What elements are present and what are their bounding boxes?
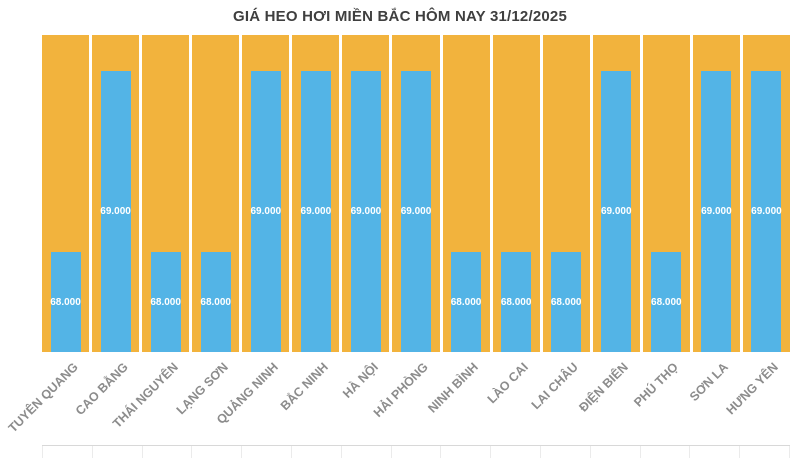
category-column: 68.000 bbox=[42, 35, 90, 352]
category-column: 68.000 bbox=[492, 35, 540, 352]
bottom-table-cell bbox=[441, 446, 492, 458]
x-axis-label: BẮC NINH bbox=[277, 360, 331, 414]
bar-value-label: 69.000 bbox=[600, 206, 632, 218]
bottom-table-cell bbox=[392, 446, 442, 458]
x-axis-label: QUẢNG NINH bbox=[213, 360, 281, 427]
category-column: 68.000 bbox=[542, 35, 590, 352]
bar: 69.000 bbox=[751, 71, 782, 352]
bottom-table-cell bbox=[143, 446, 193, 458]
bottom-table-cell bbox=[591, 446, 641, 458]
bottom-table-cell bbox=[641, 446, 691, 458]
x-axis-label: HÀ NỘI bbox=[339, 360, 381, 401]
category-column: 69.000 bbox=[292, 35, 340, 352]
bar-value-label: 68.000 bbox=[651, 296, 682, 308]
bottom-table-edge bbox=[42, 445, 790, 458]
category-column: 69.000 bbox=[692, 35, 740, 352]
x-axis-label: CAO BẰNG bbox=[72, 360, 131, 419]
bar: 68.000 bbox=[501, 252, 531, 352]
category-column: 69.000 bbox=[742, 35, 790, 352]
bar-value-label: 69.000 bbox=[400, 206, 432, 218]
bar-chart-plot: 68.000 69.000 68.000 68.000 69.000 69.000 69.0… bbox=[42, 35, 790, 352]
bar-value-label: 68.000 bbox=[150, 296, 181, 308]
x-axis-label: LÀO CAI bbox=[484, 360, 532, 407]
bar: 68.000 bbox=[200, 252, 231, 352]
bottom-table-cell bbox=[541, 446, 591, 458]
bar-value-label: 68.000 bbox=[200, 296, 231, 308]
bar-value-label: 69.000 bbox=[751, 206, 782, 218]
bottom-table-cell bbox=[242, 446, 292, 458]
bar: 69.000 bbox=[351, 71, 381, 352]
bar-value-label: 68.000 bbox=[50, 296, 81, 308]
bottom-table-cell bbox=[690, 446, 741, 458]
bar: 69.000 bbox=[100, 71, 131, 352]
x-axis-label: ĐIỆN BIÊN bbox=[576, 360, 632, 415]
category-column: 69.000 bbox=[242, 35, 290, 352]
bottom-table-cell bbox=[192, 446, 243, 458]
category-column: 68.000 bbox=[442, 35, 490, 352]
bar: 69.000 bbox=[600, 71, 632, 352]
bar: 68.000 bbox=[50, 252, 81, 352]
x-axis-label: PHÚ THỌ bbox=[631, 360, 682, 410]
bar: 69.000 bbox=[401, 71, 431, 352]
chart-title: GIÁ HEO HƠI MIỀN BẮC HÔM NAY 31/12/2025 bbox=[232, 8, 568, 25]
bottom-table-cell bbox=[491, 446, 541, 458]
bar-value-label: 69.000 bbox=[250, 206, 282, 218]
bar-value-label: 69.000 bbox=[701, 206, 732, 218]
bar: 69.000 bbox=[301, 71, 331, 352]
bar-value-label: 69.000 bbox=[100, 206, 131, 218]
category-column: 68.000 bbox=[142, 35, 190, 352]
bottom-table-cell bbox=[42, 446, 93, 458]
category-column: 69.000 bbox=[392, 35, 440, 352]
bar-value-label: 69.000 bbox=[300, 206, 332, 218]
x-axis-label: LẠNG SƠN bbox=[173, 360, 231, 418]
x-axis-label: TUYÊN QUANG bbox=[5, 360, 81, 436]
bottom-table-cell bbox=[93, 446, 143, 458]
bottom-table-cell bbox=[292, 446, 342, 458]
x-axis-label: HƯNG YÊN bbox=[724, 360, 782, 418]
category-column: 69.000 bbox=[92, 35, 140, 352]
bar: 69.000 bbox=[701, 71, 732, 352]
bar-value-label: 68.000 bbox=[500, 296, 532, 308]
category-column: 68.000 bbox=[192, 35, 240, 352]
category-column: 69.000 bbox=[342, 35, 390, 352]
x-axis-label: HẢI PHÒNG bbox=[370, 360, 431, 420]
x-axis-label: THÁI NGUYÊN bbox=[109, 360, 181, 431]
category-column: 68.000 bbox=[642, 35, 690, 352]
x-axis-label: NINH BÌNH bbox=[425, 360, 481, 416]
bar: 68.000 bbox=[451, 252, 481, 352]
bar: 68.000 bbox=[651, 252, 682, 352]
bottom-table-cell bbox=[342, 446, 392, 458]
bar: 68.000 bbox=[551, 252, 581, 352]
bar-value-label: 68.000 bbox=[450, 296, 482, 308]
x-axis-label: SƠN LA bbox=[687, 360, 732, 404]
x-axis-label: LAI CHÂU bbox=[528, 360, 582, 413]
category-column: 69.000 bbox=[592, 35, 640, 352]
bar: 68.000 bbox=[150, 252, 181, 352]
bar-value-label: 69.000 bbox=[350, 206, 382, 218]
bar: 69.000 bbox=[250, 71, 282, 352]
bottom-table-cell bbox=[740, 446, 790, 458]
bar-value-label: 68.000 bbox=[550, 296, 582, 308]
